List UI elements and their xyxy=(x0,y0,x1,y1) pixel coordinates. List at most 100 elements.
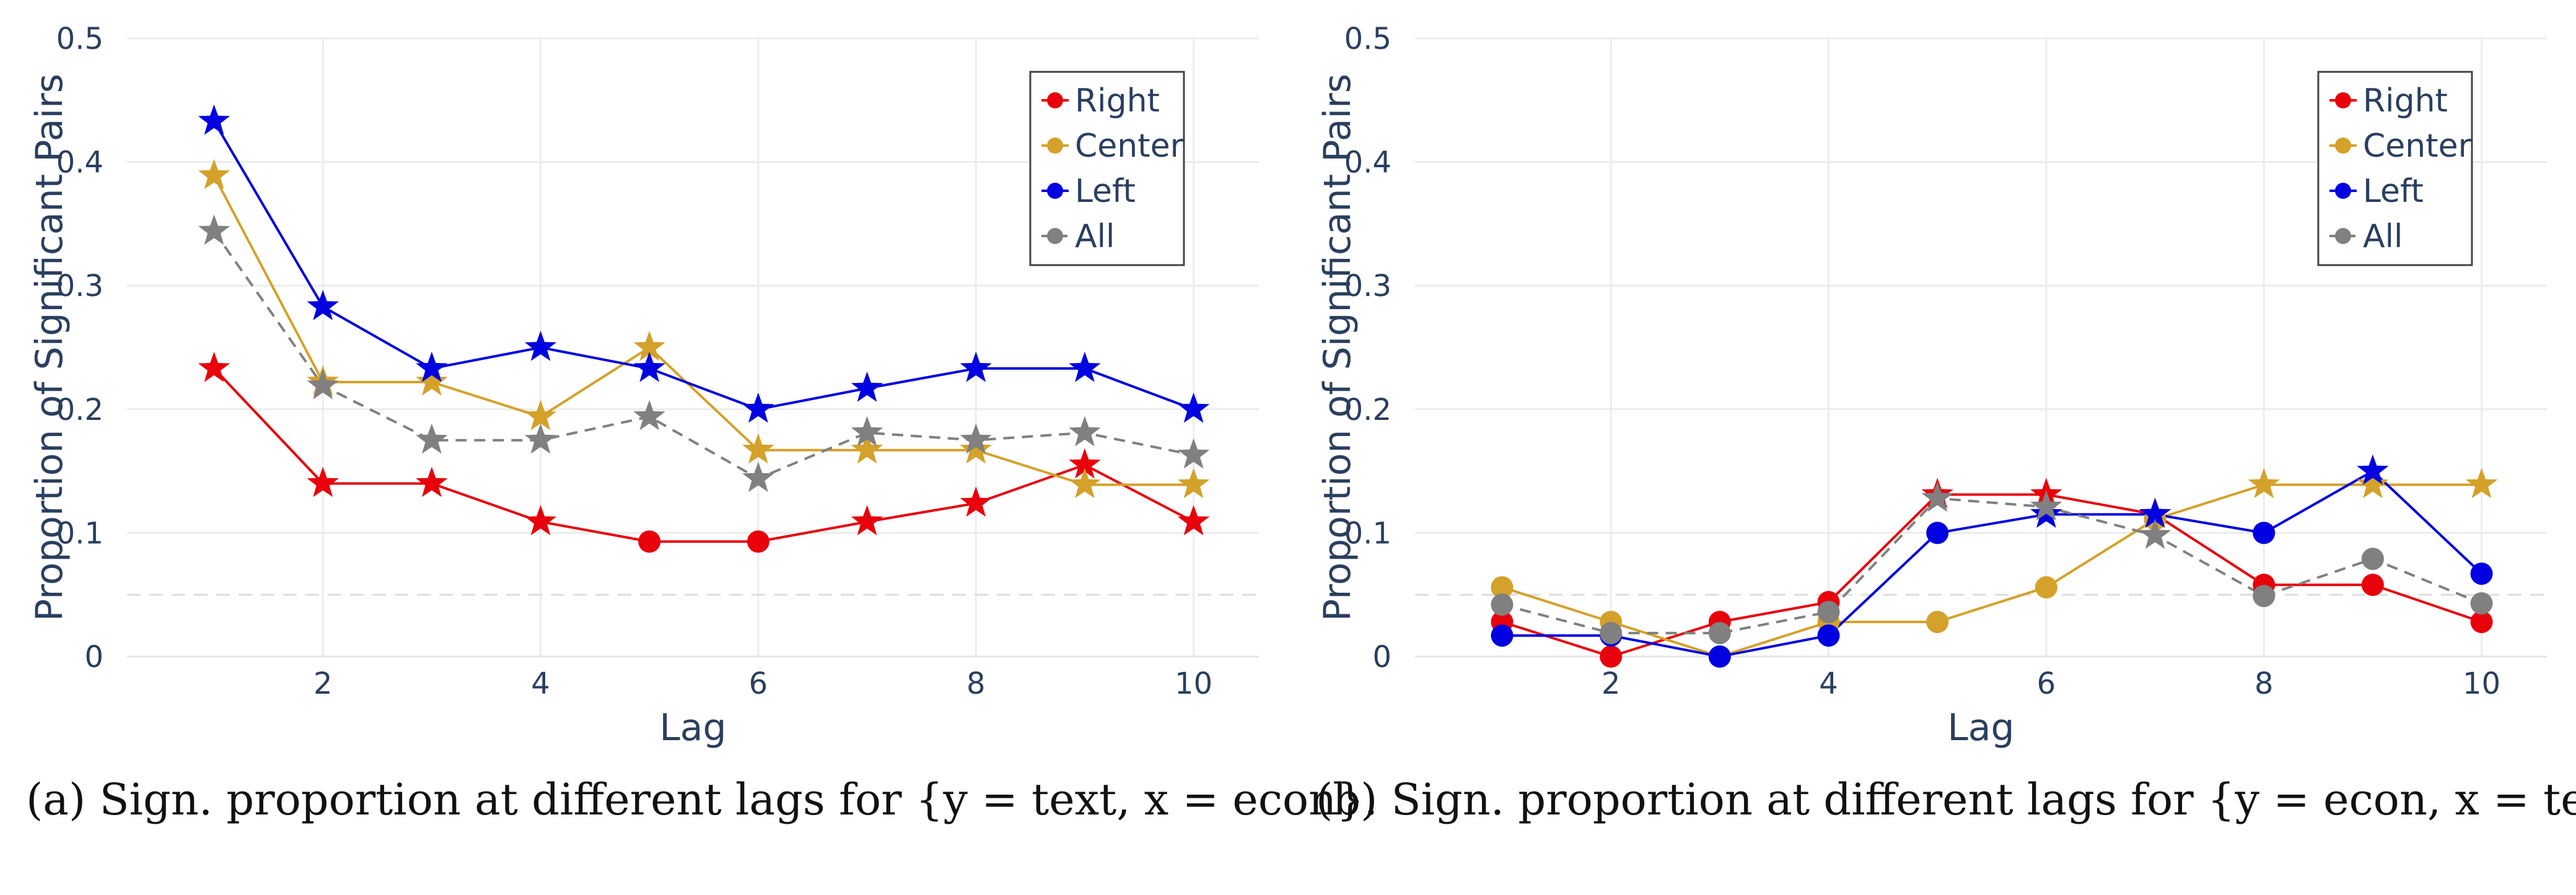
legend-marker-left xyxy=(1047,183,1063,199)
point-right-lag-2 xyxy=(307,466,339,497)
point-center-lag-9 xyxy=(2357,468,2389,499)
point-left-lag-3 xyxy=(1708,645,1731,668)
x-tick-label: 2 xyxy=(1601,666,1621,701)
point-center-lag-1 xyxy=(198,159,230,190)
y-tick-label: 0.5 xyxy=(1344,22,1391,56)
point-center-lag-9 xyxy=(1069,468,1101,499)
point-left-lag-8 xyxy=(2253,522,2276,544)
point-center-lag-10 xyxy=(1177,468,1210,499)
point-all-lag-3 xyxy=(1708,622,1731,645)
point-right-lag-1 xyxy=(198,351,230,382)
point-right-lag-10 xyxy=(1177,505,1210,536)
y-tick-label: 0.5 xyxy=(56,22,103,56)
point-left-lag-2 xyxy=(307,290,339,320)
point-center-lag-5 xyxy=(633,331,665,361)
legend-label-left: Left xyxy=(2363,173,2424,210)
point-left-lag-1 xyxy=(1491,624,1514,647)
point-all-lag-7 xyxy=(2139,518,2171,549)
point-right-lag-6 xyxy=(747,530,769,553)
point-right-lag-5 xyxy=(638,530,661,553)
point-center-lag-4 xyxy=(524,399,557,430)
legend-marker-center xyxy=(2335,138,2351,154)
legend-label-right: Right xyxy=(1075,82,1160,120)
point-center-lag-5 xyxy=(1926,611,1949,634)
point-right-lag-4 xyxy=(524,505,557,536)
point-all-lag-10 xyxy=(2470,592,2493,615)
x-tick-label: 8 xyxy=(2254,666,2274,701)
series-line-right xyxy=(213,367,1194,543)
x-axis-title: Lag xyxy=(659,706,726,749)
legend-marker-center xyxy=(1047,138,1063,154)
point-all-lag-9 xyxy=(1069,416,1101,447)
point-left-lag-10 xyxy=(2470,562,2493,585)
x-tick-label: 6 xyxy=(749,666,768,701)
legend-marker-all xyxy=(2335,228,2351,244)
legend-marker-right xyxy=(1047,92,1063,108)
y-tick-label: 0.3 xyxy=(56,269,103,303)
legend-label-center: Center xyxy=(1075,128,1184,165)
series-line-center xyxy=(1501,483,2482,658)
point-all-lag-4 xyxy=(1817,601,1840,624)
point-all-lag-8 xyxy=(960,423,992,454)
point-all-lag-10 xyxy=(1177,438,1210,469)
x-tick-label: 8 xyxy=(966,666,986,701)
y-tick-label: 0 xyxy=(84,640,103,675)
caption-panel-a: (a) Sign. proportion at different lags f… xyxy=(26,774,1378,825)
point-center-lag-10 xyxy=(2465,468,2498,499)
point-right-lag-8 xyxy=(960,486,992,517)
series-line-center xyxy=(212,175,1194,486)
point-center-lag-1 xyxy=(1491,576,1514,599)
y-tick-label: 0.1 xyxy=(56,516,103,551)
x-tick-label: 2 xyxy=(313,666,333,701)
point-center-lag-7 xyxy=(851,433,883,464)
point-all-lag-1 xyxy=(198,214,230,245)
point-all-lag-7 xyxy=(851,416,883,447)
legend-label-right: Right xyxy=(2363,82,2448,120)
point-all-lag-6 xyxy=(742,461,774,492)
point-left-lag-4 xyxy=(524,331,557,361)
series-line-all xyxy=(1501,497,2482,635)
series-line-all xyxy=(212,230,1194,480)
point-left-lag-1 xyxy=(198,104,230,135)
y-axis-title: Proportion of Significant Pairs xyxy=(1316,74,1359,621)
point-left-lag-10 xyxy=(1177,392,1210,423)
y-tick-label: 0.3 xyxy=(1344,269,1391,303)
point-all-lag-3 xyxy=(416,423,448,454)
chart-panel-b: 0 0.1 0.2 0.3 0.4 0.5 2 4 6 8 10 Lag Proportion of S… xyxy=(1316,22,2547,749)
x-tick-label: 10 xyxy=(2463,666,2500,701)
point-center-lag-6 xyxy=(2035,576,2057,599)
legend-label-center: Center xyxy=(2363,128,2472,165)
y-tick-label: 0.2 xyxy=(56,393,103,427)
point-right-lag-2 xyxy=(1600,645,1623,668)
point-left-lag-9 xyxy=(2357,454,2389,485)
point-right-lag-9 xyxy=(2361,574,2384,596)
point-right-lag-3 xyxy=(416,466,448,497)
point-left-lag-3 xyxy=(416,351,448,382)
x-tick-label: 10 xyxy=(1175,666,1212,701)
point-all-lag-2 xyxy=(1600,622,1623,645)
series-line-left xyxy=(1502,469,2482,658)
point-all-lag-4 xyxy=(524,423,557,454)
x-tick-label: 4 xyxy=(531,666,550,701)
point-left-lag-7 xyxy=(851,371,883,402)
point-center-lag-8 xyxy=(2248,468,2280,499)
point-all-lag-8 xyxy=(2253,585,2276,608)
point-center-lag-6 xyxy=(742,433,774,464)
legend-label-all: All xyxy=(1075,218,1115,255)
point-right-lag-9 xyxy=(1069,448,1101,479)
y-tick-label: 0.4 xyxy=(56,146,103,180)
point-right-lag-7 xyxy=(851,505,883,536)
point-all-lag-9 xyxy=(2361,548,2384,570)
point-left-lag-8 xyxy=(960,351,992,382)
point-left-lag-7 xyxy=(2139,497,2171,528)
y-tick-label: 0.4 xyxy=(1344,146,1391,180)
y-tick-label: 0.2 xyxy=(1344,393,1391,427)
chart-panel-a: 0 0.1 0.2 0.3 0.4 0.5 2 4 6 8 10 Lag Proportion of S… xyxy=(28,22,1259,749)
point-all-lag-5 xyxy=(633,399,665,430)
series-line-left xyxy=(212,120,1194,411)
y-tick-label: 0.1 xyxy=(1344,516,1391,551)
legend-marker-all xyxy=(1047,228,1063,244)
point-left-lag-5 xyxy=(633,351,665,382)
point-all-lag-2 xyxy=(307,369,339,399)
point-left-lag-5 xyxy=(1926,522,1949,544)
